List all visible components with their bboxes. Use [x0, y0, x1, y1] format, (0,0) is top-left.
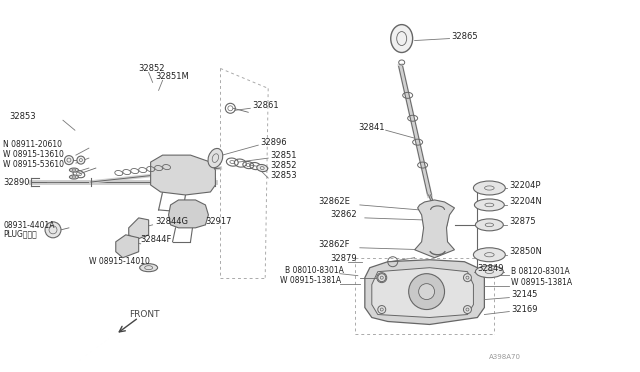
Ellipse shape	[257, 164, 268, 171]
Text: W 08915-1381A: W 08915-1381A	[511, 278, 572, 287]
Circle shape	[428, 212, 447, 232]
Ellipse shape	[77, 156, 85, 164]
Ellipse shape	[208, 148, 223, 168]
Polygon shape	[372, 268, 474, 318]
Text: 32890: 32890	[3, 177, 29, 186]
Text: FRONT: FRONT	[129, 310, 159, 319]
Text: 32844F: 32844F	[141, 235, 172, 244]
Text: 08931-4401A: 08931-4401A	[3, 221, 54, 230]
Polygon shape	[129, 218, 148, 240]
Text: 32879: 32879	[330, 254, 356, 263]
Text: 32204N: 32204N	[509, 198, 542, 206]
Text: 32145: 32145	[511, 290, 538, 299]
Text: W 08915-1381A: W 08915-1381A	[280, 276, 341, 285]
Text: B 08120-8301A: B 08120-8301A	[511, 267, 570, 276]
Circle shape	[45, 222, 61, 238]
Text: 32875: 32875	[509, 217, 536, 227]
Text: 32917: 32917	[205, 217, 232, 227]
Text: B 08010-8301A: B 08010-8301A	[285, 266, 344, 275]
Text: 32841: 32841	[358, 123, 385, 132]
Text: 32204P: 32204P	[509, 180, 541, 189]
Polygon shape	[116, 235, 139, 258]
Text: 32169: 32169	[511, 305, 538, 314]
Polygon shape	[150, 155, 216, 195]
Circle shape	[378, 305, 386, 314]
Text: 32853: 32853	[270, 170, 297, 180]
Ellipse shape	[69, 168, 79, 172]
Ellipse shape	[69, 175, 79, 179]
Polygon shape	[168, 200, 209, 228]
Circle shape	[378, 274, 386, 282]
Ellipse shape	[476, 266, 503, 278]
Text: 32896: 32896	[260, 138, 287, 147]
Text: 32861: 32861	[252, 101, 279, 110]
Polygon shape	[415, 200, 454, 258]
Text: W 08915-14010: W 08915-14010	[89, 257, 150, 266]
Ellipse shape	[474, 181, 506, 195]
Ellipse shape	[391, 25, 413, 52]
Ellipse shape	[476, 219, 503, 231]
Text: 32851M: 32851M	[156, 72, 189, 81]
Text: 32852: 32852	[139, 64, 165, 73]
Text: PLUGプラグ: PLUGプラグ	[3, 229, 37, 238]
Ellipse shape	[474, 199, 504, 211]
Text: 32849: 32849	[477, 264, 504, 273]
Polygon shape	[365, 260, 484, 324]
Text: 32865: 32865	[451, 32, 478, 41]
Text: 32844G: 32844G	[156, 217, 189, 227]
Circle shape	[463, 305, 472, 314]
Text: A398A70: A398A70	[490, 355, 522, 360]
Text: 32850N: 32850N	[509, 247, 542, 256]
Ellipse shape	[474, 248, 506, 262]
Text: 32853: 32853	[9, 112, 36, 121]
Text: 32852: 32852	[270, 161, 297, 170]
Text: 32862E: 32862E	[318, 198, 350, 206]
Text: W 08915-13610: W 08915-13610	[3, 150, 64, 158]
Text: N 08911-20610: N 08911-20610	[3, 140, 62, 149]
Ellipse shape	[140, 264, 157, 272]
Ellipse shape	[65, 155, 74, 164]
Circle shape	[409, 274, 445, 310]
Text: 32851: 32851	[270, 151, 297, 160]
Text: W 08915-53610: W 08915-53610	[3, 160, 64, 169]
Text: 32862: 32862	[330, 211, 356, 219]
Circle shape	[463, 274, 472, 282]
Text: 32862F: 32862F	[318, 240, 349, 249]
Circle shape	[419, 283, 435, 299]
